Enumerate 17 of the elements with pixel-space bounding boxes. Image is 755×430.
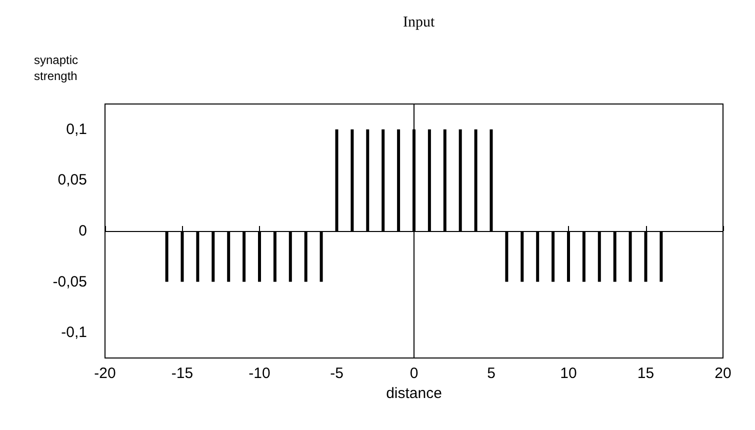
- x-tick-label: -5: [330, 365, 344, 382]
- x-tick-label: -15: [171, 365, 194, 382]
- y-tick-label: 0,05: [58, 172, 87, 189]
- y-tick-label: -0,1: [61, 324, 87, 342]
- y-axis-title: synaptic strength: [34, 53, 82, 83]
- x-tick-label: 0: [410, 365, 418, 382]
- x-tick-label: 5: [487, 365, 496, 382]
- x-tick-label: 20: [714, 365, 732, 382]
- x-tick-label: 15: [637, 365, 654, 382]
- chart-title: Input: [403, 14, 436, 30]
- y-tick-label: -0,05: [52, 273, 87, 290]
- x-tick-label: -20: [94, 365, 116, 382]
- y-tick-label: 0,1: [66, 120, 87, 138]
- x-tick-label: 10: [560, 365, 577, 382]
- y-tick-label: 0: [78, 222, 87, 240]
- x-tick-label: -10: [248, 365, 270, 382]
- x-axis-title: distance: [386, 384, 442, 402]
